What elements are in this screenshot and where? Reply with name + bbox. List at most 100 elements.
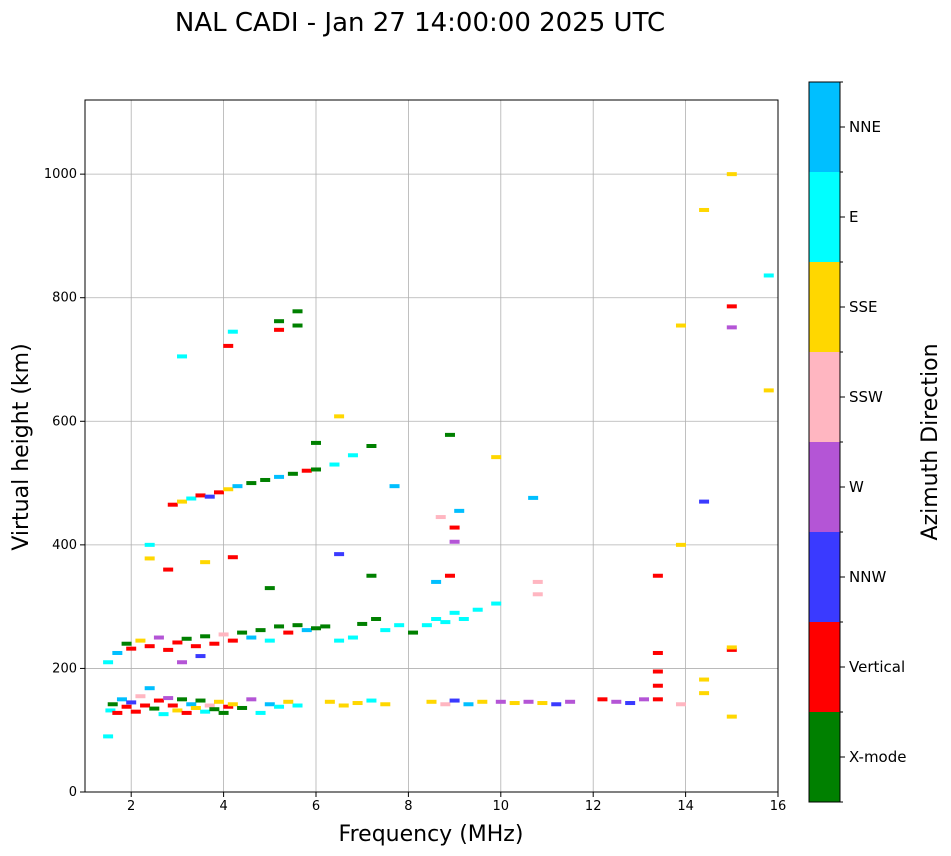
x-tick-label: 2 [127,799,135,814]
axis-ticks: 2 4 6 8 10 12 14 16 0 200 400 600 800 1000 [44,167,786,814]
data-point [135,638,146,643]
data-point [237,705,248,710]
data-point [103,734,114,739]
data-point [311,467,321,472]
data-point [357,621,368,626]
colorbar-category-label: E [849,208,858,226]
data-point [472,607,483,612]
data-point [421,623,432,628]
data-point [532,592,543,597]
data-point [181,710,192,715]
y-tick-label: 600 [52,414,77,429]
data-point [195,493,206,498]
data-point [163,647,174,652]
x-tick-label: 14 [677,799,694,814]
data-point [204,703,215,708]
data-point [477,699,488,704]
data-point [274,624,285,629]
colorbar-frame [808,81,841,803]
colorbar-category-label: NNW [849,568,886,586]
data-point [163,567,174,572]
data-point [167,502,178,507]
data-point [144,542,155,547]
data-point [726,647,737,652]
x-tick-label: 16 [770,799,787,814]
data-point [116,697,127,702]
data-point [246,635,257,640]
data-point [195,698,206,703]
data-point [246,697,257,702]
data-point [347,635,358,640]
data-point [301,628,312,633]
data-point [449,539,460,544]
data-point [264,702,275,707]
data-point [200,560,211,565]
data-point [394,623,405,628]
data-point [699,677,710,682]
data-point [223,487,234,492]
data-point [130,709,141,714]
data-point [597,697,608,702]
data-point [144,644,155,649]
data-point [763,388,774,393]
data-point [338,703,349,708]
data-point [103,660,114,665]
data-point [237,630,248,635]
data-point [449,525,460,530]
data-point [177,660,188,665]
data-point [167,703,178,708]
plot-frame [84,99,779,793]
y-tick-label: 200 [52,661,77,676]
x-axis-label: Frequency (MHz) [339,822,524,847]
data-point [121,641,132,646]
data-point [260,477,271,482]
data-point [763,273,774,278]
x-tick-label: 8 [404,799,412,814]
data-point [528,495,539,500]
data-point [726,714,737,719]
data-point [380,702,391,707]
data-point [408,630,419,635]
y-tick-label: 400 [52,538,77,553]
colorbar-category-label: NNE [849,118,881,136]
data-point [652,683,663,688]
data-point [532,579,543,584]
colorbar-category-label: SSW [849,388,883,406]
data-point [112,650,123,655]
data-point [444,573,455,578]
data-point [347,453,358,458]
data-point [435,515,446,520]
data-point [292,309,303,314]
colorbar-category-label: Vertical [849,658,905,676]
chart-title: NAL CADI - Jan 27 14:00:00 2025 UTC [175,8,665,38]
colorbar-category-label: X-mode [849,748,906,766]
colorbar-segment [809,442,840,532]
data-point [200,709,211,714]
data-point [246,481,257,486]
data-point [213,699,224,704]
data-point [389,484,400,489]
data-point [126,700,137,705]
data-point [366,444,377,448]
data-point [652,650,663,655]
data-point [509,701,520,706]
data-point [675,542,686,547]
y-tick-label: 800 [52,291,77,306]
data-point [726,325,737,330]
data-point [431,617,442,621]
data-point [463,702,474,707]
data-point [495,699,506,704]
data-point [311,626,321,631]
data-point [652,573,663,578]
data-point [292,623,303,628]
data-point [195,654,206,659]
data-point [223,704,234,709]
data-point [140,703,151,708]
data-point [200,634,211,639]
data-point [135,694,146,699]
data-point [218,632,229,637]
data-point [126,646,137,651]
data-point [551,702,562,707]
data-point [264,586,275,591]
